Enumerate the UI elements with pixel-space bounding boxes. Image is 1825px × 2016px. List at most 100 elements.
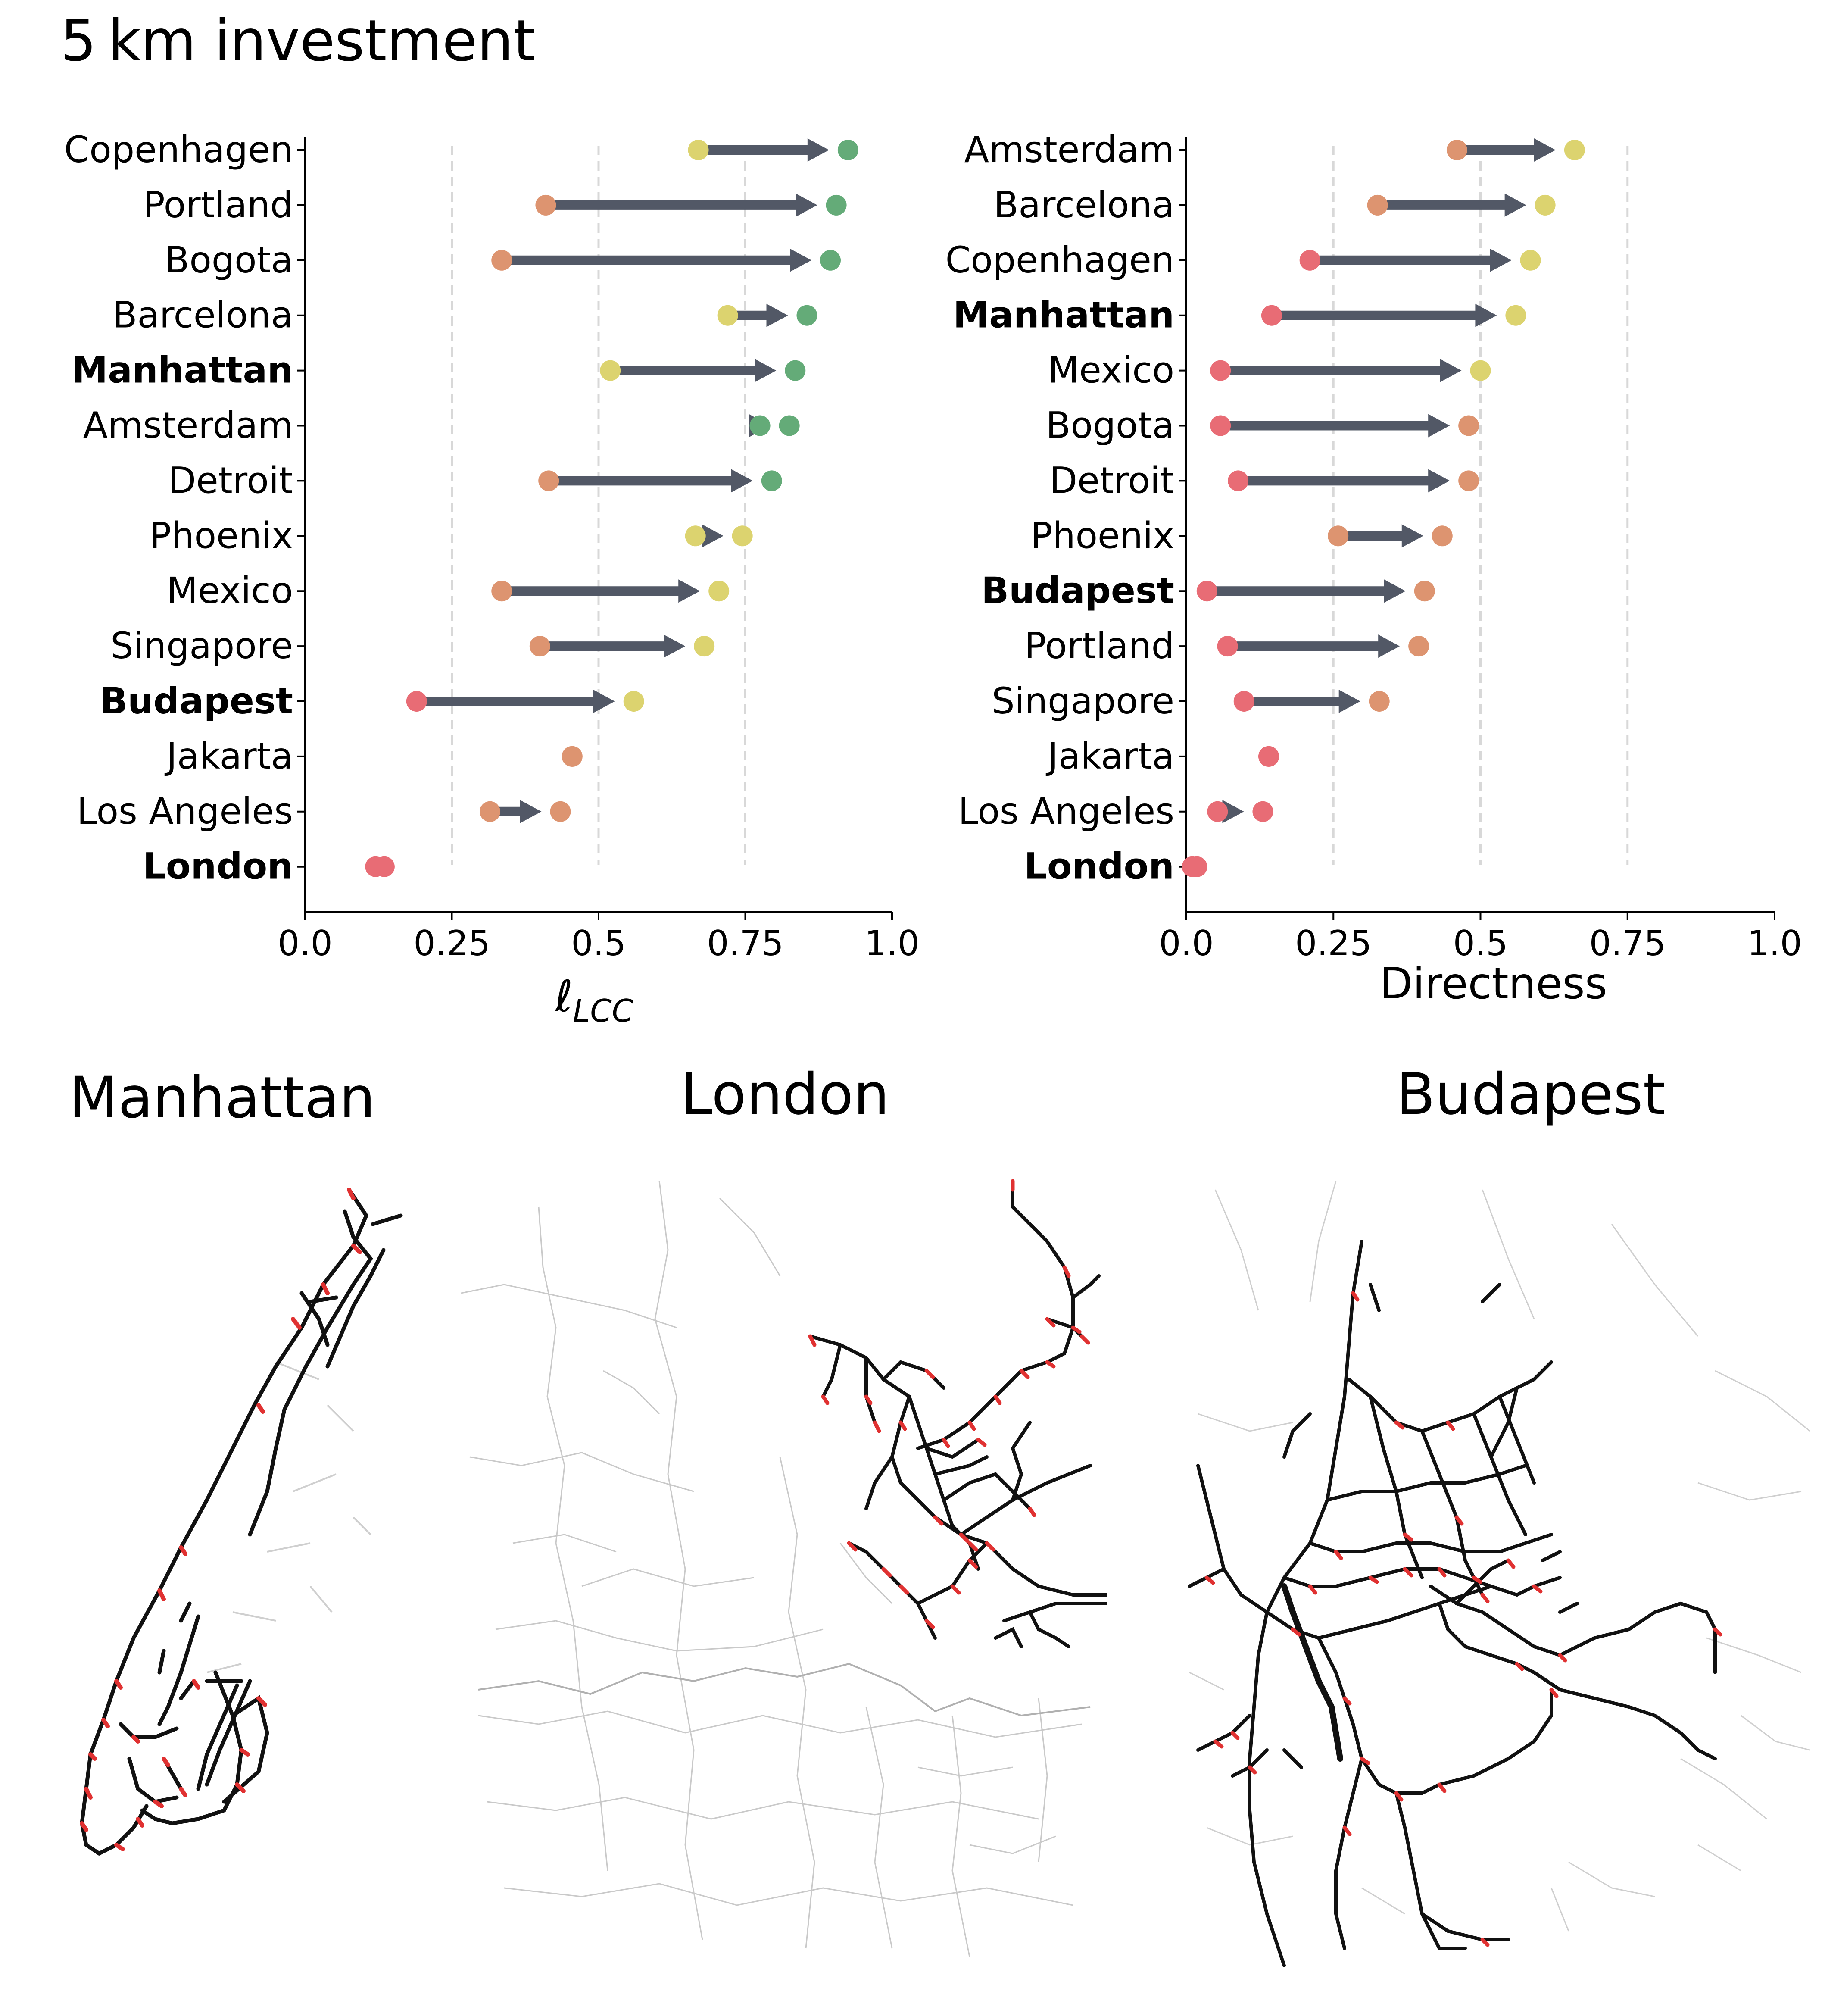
dir-arrow-head-detroit [1428, 469, 1450, 493]
dir-y-label-los-angeles: Los Angeles [958, 790, 1174, 832]
dir-y-label-copenhagen: Copenhagen [945, 239, 1174, 281]
dir-end-point-budapest [1414, 581, 1435, 602]
map-london [461, 1179, 1107, 1957]
lcc-end-point-budapest [623, 691, 644, 712]
lcc-start-point-portland [535, 194, 556, 216]
dir-start-point-phoenix [1328, 525, 1349, 547]
lcc-x-tick-label-2: 0.5 [571, 923, 626, 963]
lcc-start-point-barcelona [717, 305, 738, 326]
lcc-y-label-portland: Portland [143, 184, 293, 226]
lcc-end-point-bogota [820, 250, 841, 271]
lcc-arrow-head-bogota [789, 248, 811, 272]
dir-x-tick-label-0: 0.0 [1159, 923, 1214, 963]
dir-end-point-bogota [1458, 415, 1479, 436]
lcc-end-point-manhattan [785, 360, 806, 381]
network-london [808, 1179, 1107, 1648]
dir-y-label-portland: Portland [1024, 625, 1174, 667]
dir-end-point-mexico [1470, 360, 1491, 381]
lcc-arrow-head-singapore [664, 634, 686, 658]
dir-x-tick-label-1: 0.25 [1295, 923, 1372, 963]
dir-y-label-amsterdam: Amsterdam [964, 128, 1174, 171]
lcc-start-point-copenhagen [688, 140, 709, 160]
lcc-y-label-london: London [143, 845, 293, 888]
lcc-end-point-mexico [708, 581, 730, 602]
lcc-end-point-copenhagen [837, 140, 858, 160]
lcc-x-tick-label-4: 1.0 [864, 923, 919, 963]
lcc-end-point-singapore [694, 636, 715, 657]
dir-start-point-amsterdam [1446, 140, 1467, 160]
dir-arrow-head-phoenix [1401, 524, 1423, 548]
map-budapest [1188, 1181, 1810, 1967]
river-thames [478, 1663, 1091, 1717]
dir-arrow-head-singapore [1338, 690, 1360, 713]
dir-end-point-jakarta [1258, 746, 1279, 767]
dir-x-tick-label-3: 0.75 [1589, 923, 1666, 963]
lcc-start-point-phoenix [685, 525, 706, 547]
dir-y-label-mexico: Mexico [1048, 349, 1174, 391]
dir-y-label-singapore: Singapore [992, 680, 1174, 722]
lcc-x-axis-label-subscript: LCC [573, 993, 633, 1029]
lcc-y-label-amsterdam: Amsterdam [83, 404, 293, 447]
dir-end-point-london [1186, 856, 1207, 877]
lcc-end-point-barcelona [796, 305, 817, 326]
lcc-arrow-head-mexico [678, 579, 700, 603]
map-title-budapest: Budapest [1396, 1061, 1666, 1128]
lcc-x-tick-label-0: 0.0 [278, 923, 332, 963]
directness-chart: 0.0 0.25 0.5 0.75 1.0 Directness Amsterdam Barc… [945, 128, 1802, 1009]
dir-y-label-budapest: Budapest [981, 569, 1174, 612]
dir-end-point-los-angeles [1252, 801, 1273, 822]
lcc-arrow-head-copenhagen [807, 138, 829, 162]
dir-end-point-barcelona [1535, 194, 1556, 216]
lcc-start-point-los-angeles [480, 801, 501, 822]
lcc-start-point-bogota [491, 250, 512, 271]
dir-start-point-copenhagen [1299, 250, 1320, 271]
dir-y-label-london: London [1024, 845, 1174, 888]
dir-start-point-mexico [1210, 360, 1231, 381]
map-manhattan [80, 1188, 403, 1856]
lcc-y-label-manhattan: Manhattan [72, 349, 293, 391]
network-budapest [1188, 1240, 1717, 1967]
map-title-manhattan: Manhattan [69, 1065, 376, 1131]
dir-y-label-barcelona: Barcelona [994, 184, 1174, 226]
dir-y-label-bogota: Bogota [1046, 404, 1174, 447]
dir-arrow-head-manhattan [1475, 303, 1497, 327]
lcc-start-point-manhattan [600, 360, 621, 381]
lcc-end-point-phoenix [732, 525, 753, 547]
lcc-y-label-detroit: Detroit [168, 459, 293, 501]
lcc-y-label-copenhagen: Copenhagen [64, 128, 293, 171]
dir-y-label-phoenix: Phoenix [1031, 514, 1174, 556]
lcc-start-point-mexico [491, 581, 512, 602]
lcc-arrow-head-phoenix [702, 524, 724, 548]
dir-end-point-portland [1408, 636, 1429, 657]
dir-end-point-detroit [1458, 470, 1479, 491]
lcc-end-point-los-angeles [550, 801, 571, 822]
lcc-y-label-mexico: Mexico [167, 569, 293, 612]
dir-x-tick-label-2: 0.5 [1453, 923, 1508, 963]
dir-end-point-phoenix [1432, 525, 1453, 547]
dir-start-point-los-angeles [1207, 801, 1228, 822]
lcc-end-point-jakarta [562, 746, 583, 767]
dir-start-point-manhattan [1261, 305, 1282, 326]
figure-title: 5 km investment [60, 8, 536, 74]
dir-end-point-singapore [1369, 691, 1390, 712]
lcc-y-label-bogota: Bogota [165, 239, 293, 281]
lcc-chart: 0.0 0.25 0.5 0.75 1.0 ℓLCC Copenhagen Portland B… [64, 128, 920, 1029]
dir-x-axis-label: Directness [1379, 958, 1607, 1009]
lcc-end-point-amsterdam [779, 415, 800, 436]
network-manhattan [80, 1188, 403, 1856]
lcc-start-point-singapore [529, 636, 550, 657]
dir-arrow-head-portland [1378, 634, 1400, 658]
lcc-y-label-barcelona: Barcelona [112, 294, 293, 336]
dir-end-point-copenhagen [1520, 250, 1541, 271]
dir-end-point-manhattan [1505, 305, 1526, 326]
dir-x-tick-label-4: 1.0 [1747, 923, 1802, 963]
dir-arrow-head-barcelona [1504, 193, 1526, 217]
map-title-london: London [681, 1061, 889, 1128]
lcc-y-label-los-angeles: Los Angeles [77, 790, 293, 832]
lcc-y-label-singapore: Singapore [110, 625, 293, 667]
lcc-y-label-budapest: Budapest [100, 680, 293, 722]
lcc-arrow-head-los-angeles [520, 800, 542, 823]
lcc-start-point-budapest [406, 691, 427, 712]
new-links-london [808, 1179, 1090, 1629]
